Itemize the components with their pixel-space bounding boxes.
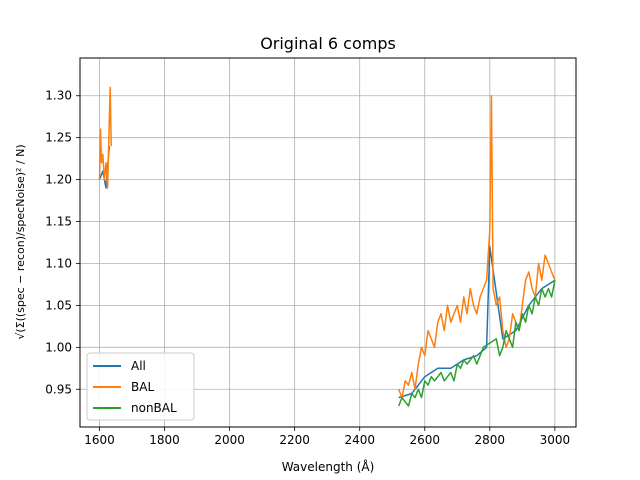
y-tick-label: 1.30 <box>45 89 72 103</box>
x-tick-label: 1800 <box>149 433 180 447</box>
legend-label-all: All <box>131 359 146 373</box>
legend-items: All BAL nonBAL <box>93 359 177 415</box>
y-axis-ticks: 0.95 1.00 1.05 1.10 1.15 1.20 1.25 1.30 <box>45 89 80 396</box>
y-tick-label: 1.10 <box>45 256 72 270</box>
x-tick-label: 2400 <box>344 433 375 447</box>
y-axis-label: √(Σ((spec − recon)/specNoise)² / N) <box>14 144 27 339</box>
legend-box <box>86 352 195 421</box>
series-line-bal <box>98 86 556 399</box>
y-tick-label: 0.95 <box>45 382 72 396</box>
x-axis-ticks: 1600 1800 2000 2200 2400 2600 2800 3000 <box>84 427 570 447</box>
y-tick-label: 1.15 <box>45 215 72 229</box>
legend-label-bal: BAL <box>131 380 154 394</box>
y-tick-label: 1.00 <box>45 340 72 354</box>
legend-label-nonbal: nonBAL <box>131 401 177 415</box>
x-tick-label: 1600 <box>84 433 115 447</box>
legend: All BAL nonBAL <box>86 352 195 421</box>
y-tick-label: 1.20 <box>45 173 72 187</box>
y-tick-label: 1.25 <box>45 131 72 145</box>
chart-title: Original 6 comps <box>260 34 396 53</box>
x-tick-label: 3000 <box>540 433 571 447</box>
x-tick-label: 2800 <box>475 433 506 447</box>
x-axis-label: Wavelength (Å) <box>282 459 375 474</box>
plot-series <box>98 86 556 407</box>
plot-frame <box>79 57 577 428</box>
x-tick-label: 2600 <box>409 433 440 447</box>
series-line-nonbal <box>398 280 556 407</box>
x-tick-label: 2000 <box>214 433 245 447</box>
y-tick-label: 1.05 <box>45 298 72 312</box>
x-tick-label: 2200 <box>279 433 310 447</box>
